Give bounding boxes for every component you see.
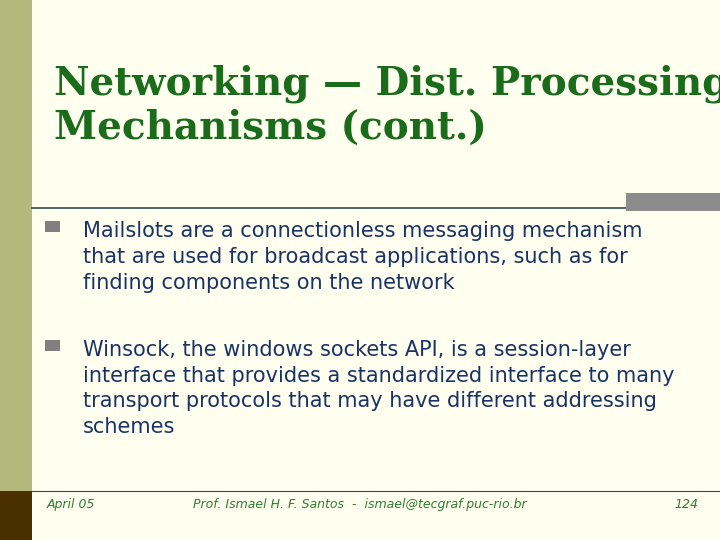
Text: Networking — Dist. Processing
Mechanisms (cont.): Networking — Dist. Processing Mechanisms… (54, 65, 720, 147)
Text: 124: 124 (675, 498, 698, 511)
Text: Winsock, the windows sockets API, is a session-layer
interface that provides a s: Winsock, the windows sockets API, is a s… (83, 340, 675, 437)
Text: April 05: April 05 (47, 498, 95, 511)
Text: Prof. Ismael H. F. Santos  -  ismael@tecgraf.puc-rio.br: Prof. Ismael H. F. Santos - ismael@tecgr… (193, 498, 527, 511)
Text: Mailslots are a connectionless messaging mechanism
that are used for broadcast a: Mailslots are a connectionless messaging… (83, 221, 642, 293)
